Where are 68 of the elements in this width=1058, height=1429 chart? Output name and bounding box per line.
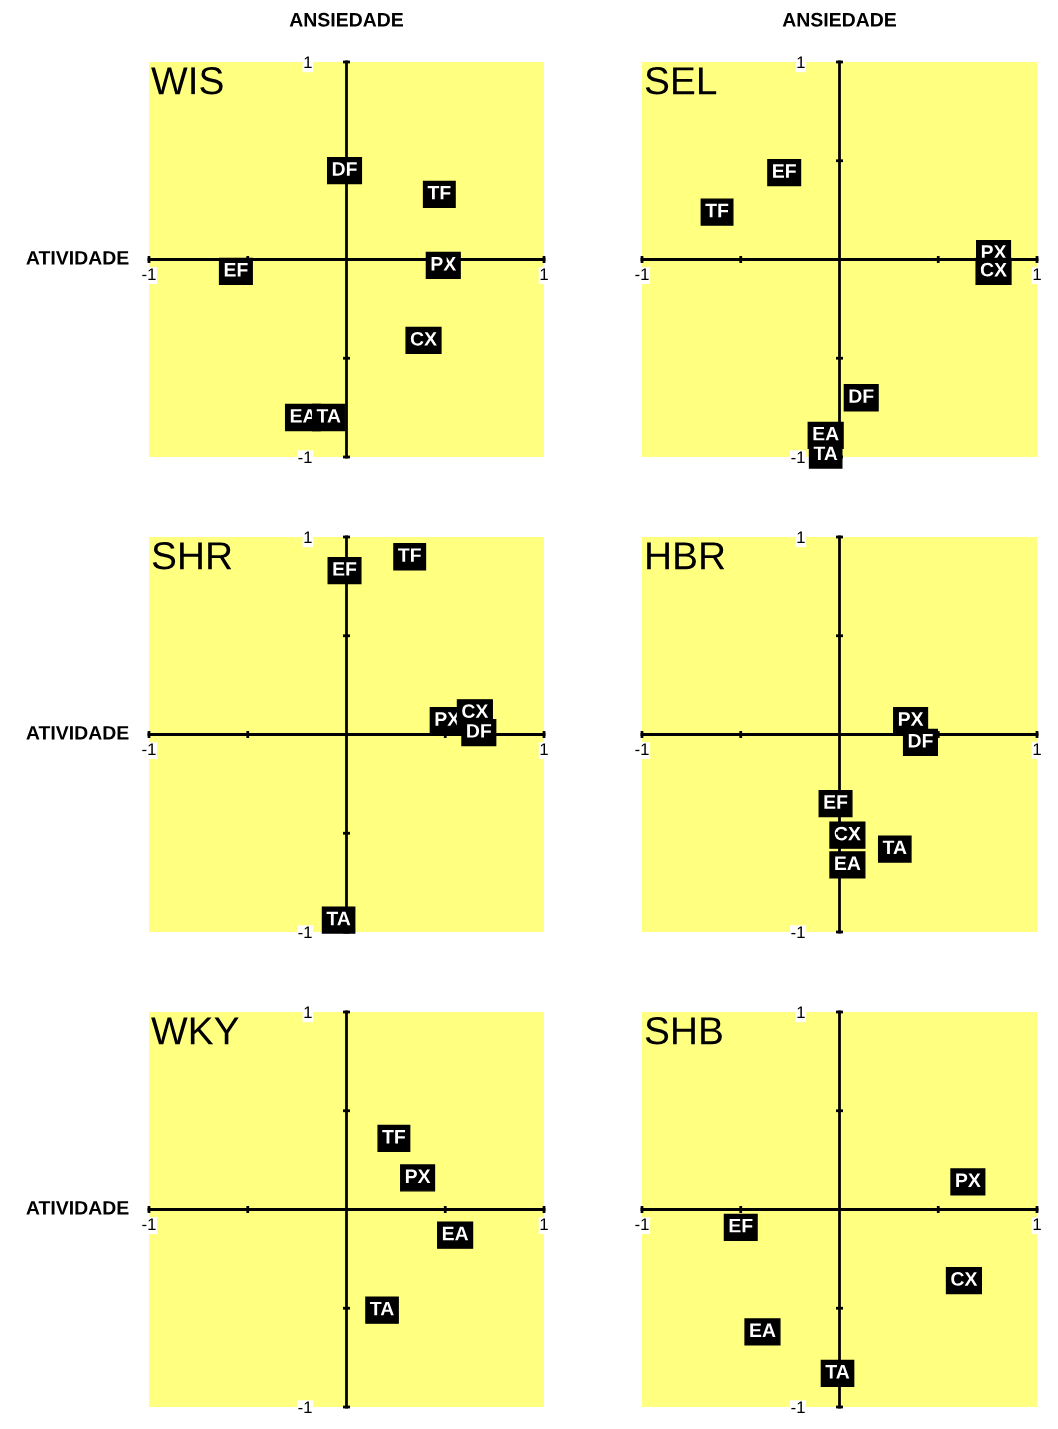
x-tick-label: 1 [1033, 743, 1041, 755]
y-tick-label: -1 [298, 451, 312, 464]
series-label: PX [898, 712, 924, 726]
series-label: TF [382, 1130, 406, 1144]
series-label: EF [773, 164, 796, 178]
series-label: TA [825, 1365, 850, 1379]
series-label: TF [398, 548, 421, 562]
x-tick-label: -1 [142, 743, 156, 755]
y-tick-label: -1 [298, 926, 312, 939]
series-label: EF [224, 263, 248, 277]
series-label: CX [410, 331, 437, 346]
y-axis-title: ATIVIDADE [26, 251, 129, 265]
x-tick-label: 1 [540, 268, 548, 280]
chart-title: SHB [645, 1016, 722, 1045]
series-label: CX [980, 262, 1007, 277]
series-label: PX [405, 1169, 431, 1183]
series-label: EF [824, 795, 848, 809]
y-tick-label: -1 [791, 1401, 805, 1414]
series-label: TA [882, 840, 907, 855]
series-label: PX [981, 245, 1007, 259]
x-tick-label: -1 [635, 743, 649, 755]
x-tick-label: -1 [142, 1218, 156, 1230]
series-label: DF [849, 389, 874, 403]
x-tick-label: 1 [1033, 1218, 1041, 1230]
x-tick-label: 1 [540, 743, 548, 755]
series-label: DF [908, 734, 933, 748]
y-axis-title: ATIVIDADE [26, 726, 129, 740]
x-tick-label: 1 [1033, 268, 1041, 280]
series-label: EF [729, 1218, 753, 1233]
series-label: EA [813, 426, 839, 441]
y-axis-title: ATIVIDADE [26, 1201, 129, 1215]
y-tick-label: 1 [304, 1006, 312, 1019]
x-axis-title: ANSIEDADE [289, 12, 403, 27]
series-label: CX [951, 1272, 978, 1286]
y-tick-label: -1 [791, 926, 805, 939]
x-tick-label: -1 [635, 268, 649, 280]
y-tick-label: 1 [797, 531, 805, 544]
y-tick-label: 1 [304, 531, 312, 544]
x-tick-label: 1 [540, 1218, 548, 1230]
series-label: DF [467, 724, 492, 738]
y-tick-label: -1 [298, 1401, 312, 1414]
series-label: TF [705, 203, 729, 218]
series-label: TA [813, 446, 838, 461]
series-label: EA [835, 856, 861, 870]
series-label: TA [370, 1301, 394, 1316]
series-label: DF [332, 162, 357, 176]
chart-title: SEL [645, 66, 717, 95]
x-tick-label: -1 [142, 268, 156, 280]
series-label: TF [427, 185, 451, 200]
x-tick-label: -1 [635, 1218, 649, 1230]
y-tick-label: 1 [797, 1006, 805, 1019]
chart-title: SHR [152, 541, 232, 570]
series-label: TA [316, 409, 341, 423]
series-label: EA [750, 1323, 776, 1337]
chart-title: WKY [151, 1017, 239, 1045]
series-label: PX [431, 257, 457, 271]
series-label: PX [956, 1173, 981, 1187]
series-label: CX [834, 826, 861, 841]
series-label: CX [462, 704, 489, 718]
y-tick-label: 1 [797, 56, 805, 69]
chart-title: WIS [151, 66, 223, 95]
chart-title: HBR [647, 542, 725, 570]
series-label: EF [333, 562, 357, 576]
series-label: EA [442, 1226, 469, 1241]
x-axis-title: ANSIEDADE [782, 12, 896, 27]
y-tick-label: -1 [791, 451, 805, 464]
series-label: TA [326, 911, 351, 926]
y-tick-label: 1 [304, 56, 312, 69]
